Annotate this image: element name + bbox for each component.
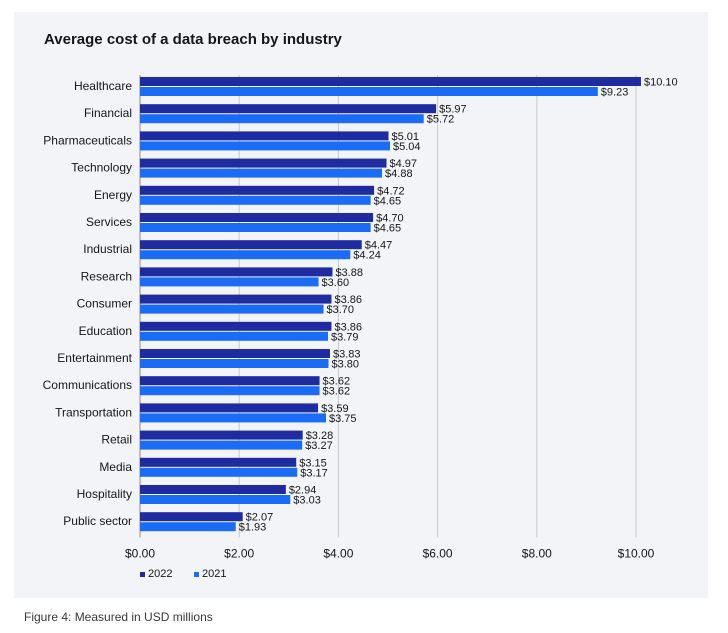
bar-2021 — [140, 304, 324, 314]
bar-2022 — [140, 403, 319, 413]
data-label: $4.97 — [390, 158, 418, 170]
data-label: $4.72 — [377, 185, 405, 197]
chart-title: Average cost of a data breach by industr… — [44, 31, 342, 48]
data-label: $3.80 — [331, 359, 359, 371]
category-label: Healthcare — [74, 79, 132, 93]
category-label: Financial — [84, 106, 132, 120]
bar-2022 — [140, 104, 437, 114]
data-label: $2.94 — [289, 485, 317, 497]
data-label: $9.23 — [601, 87, 629, 99]
x-tick-label: $6.00 — [423, 546, 453, 560]
bar-2021 — [140, 440, 303, 450]
data-label: $5.97 — [439, 104, 467, 116]
bar-2021 — [140, 467, 298, 477]
data-label: $5.72 — [427, 114, 455, 126]
bar-2021 — [140, 114, 424, 124]
bar-2021 — [140, 331, 328, 341]
bar-2022 — [140, 512, 243, 522]
x-tick-label: $0.00 — [125, 546, 155, 560]
category-label: Communications — [43, 378, 132, 392]
bar-2021 — [140, 87, 598, 96]
category-label: Media — [99, 460, 132, 474]
legend-swatch-2021 — [194, 572, 199, 577]
bar-2022 — [140, 158, 387, 168]
data-label: $3.83 — [333, 349, 361, 361]
category-label: Energy — [94, 188, 132, 202]
bar-2021 — [140, 223, 371, 232]
category-label: Education — [79, 324, 132, 338]
data-label: $3.70 — [327, 304, 355, 316]
bar-2022 — [140, 185, 375, 195]
data-label: $2.07 — [246, 512, 274, 524]
data-label: $3.79 — [331, 331, 359, 343]
data-label: $1.93 — [239, 522, 267, 534]
x-tick-label: $2.00 — [224, 546, 254, 560]
bar-2021 — [140, 413, 326, 423]
bar-2021 — [140, 195, 371, 205]
bar-2022 — [140, 376, 320, 386]
data-label: $4.47 — [365, 240, 393, 252]
bar-2022 — [140, 131, 389, 141]
data-label: $4.65 — [374, 223, 402, 235]
data-label: $3.62 — [323, 376, 351, 388]
category-label: Services — [86, 215, 132, 229]
figure-caption: Figure 4: Measured in USD millions — [24, 610, 213, 624]
data-label: $3.62 — [323, 386, 351, 398]
data-label: $3.75 — [329, 413, 357, 425]
data-label: $3.60 — [322, 277, 350, 289]
bar-2022 — [140, 77, 641, 86]
data-label: $3.28 — [306, 430, 334, 442]
legend-label: 2021 — [202, 568, 226, 580]
bar-2021 — [140, 141, 390, 151]
bar-2021 — [140, 168, 383, 178]
data-label: $5.04 — [393, 141, 421, 153]
data-label: $5.01 — [391, 131, 419, 143]
x-tick-label: $4.00 — [323, 546, 353, 560]
bar-2022 — [140, 294, 332, 304]
data-label: $4.65 — [374, 195, 402, 207]
data-label: $4.24 — [353, 250, 381, 262]
bar-2021 — [140, 250, 351, 260]
legend-swatch-2022 — [140, 572, 145, 577]
category-label: Transportation — [55, 405, 132, 419]
bar-2021 — [140, 522, 236, 532]
data-label: $3.17 — [300, 467, 328, 479]
x-tick-label: $8.00 — [522, 546, 552, 560]
data-label: $3.59 — [321, 403, 349, 415]
bar-2022 — [140, 457, 297, 467]
data-label: $3.03 — [293, 495, 321, 507]
data-label: $4.88 — [385, 168, 413, 180]
category-label: Entertainment — [57, 351, 132, 365]
bar-2021 — [140, 495, 291, 504]
bar-2022 — [140, 349, 330, 358]
bar-2022 — [140, 321, 332, 331]
bar-2022 — [140, 213, 374, 222]
data-label: $3.15 — [299, 457, 327, 469]
data-label: $4.70 — [376, 213, 404, 225]
bar-2021 — [140, 386, 320, 396]
category-label: Technology — [71, 161, 132, 175]
category-label: Retail — [101, 433, 132, 447]
data-label: $3.86 — [334, 321, 362, 333]
data-label: $3.27 — [305, 440, 333, 452]
category-label: Research — [81, 269, 132, 283]
category-label: Pharmaceuticals — [43, 133, 132, 147]
category-label: Industrial — [83, 242, 132, 256]
category-label: Hospitality — [77, 487, 132, 501]
x-tick-label: $10.00 — [618, 546, 655, 560]
data-label: $3.88 — [335, 267, 363, 279]
legend-label: 2022 — [148, 568, 172, 580]
data-label: $3.86 — [334, 294, 362, 306]
bar-2022 — [140, 485, 286, 494]
bar-2022 — [140, 240, 362, 250]
category-label: Consumer — [77, 297, 132, 311]
category-label: Public sector — [63, 514, 132, 528]
bar-2022 — [140, 267, 333, 277]
bar-2022 — [140, 430, 303, 440]
bar-2021 — [140, 359, 329, 368]
data-label: $10.10 — [644, 77, 678, 89]
bar-2021 — [140, 277, 319, 287]
